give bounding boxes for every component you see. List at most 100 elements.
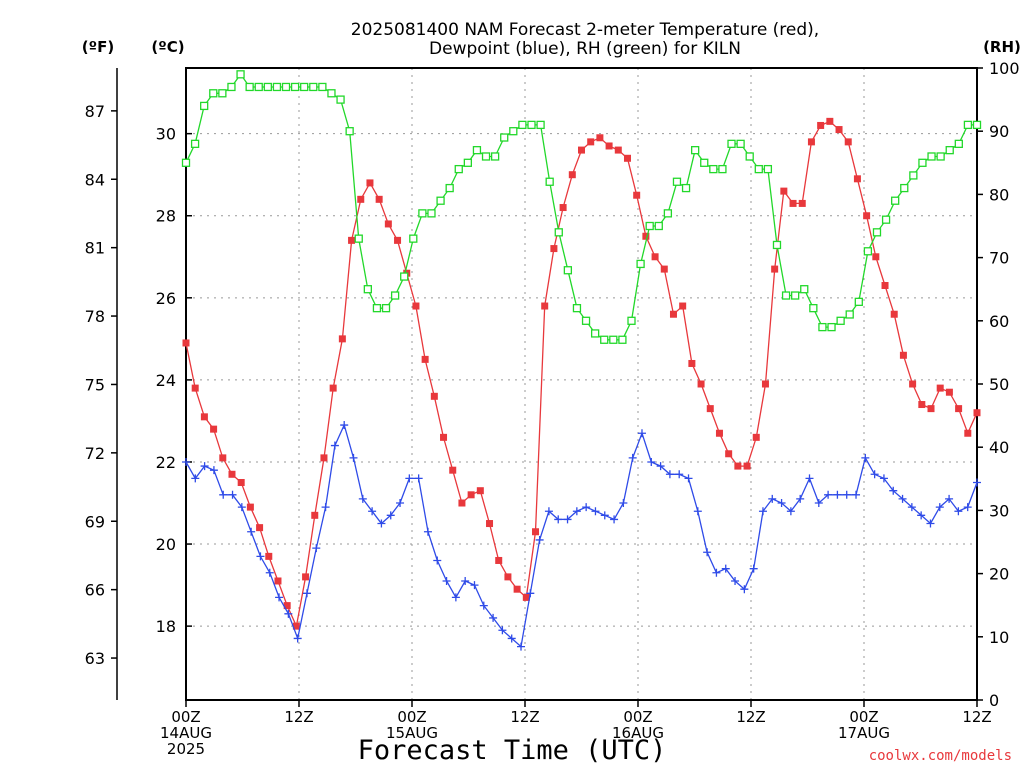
rh-point: [927, 152, 936, 161]
dewpoint-point: [517, 642, 526, 651]
celsius-tick-label: 24: [156, 371, 176, 390]
chart-title-line1: 2025081400 NAM Forecast 2-meter Temperat…: [351, 20, 819, 40]
temperature-point: [246, 503, 254, 511]
rh-point: [554, 228, 563, 237]
rh-point: [363, 285, 372, 294]
dewpoint-point: [237, 503, 246, 512]
temperature-point: [513, 585, 521, 593]
temperature-point: [669, 310, 677, 318]
temperature-point: [688, 359, 696, 367]
rh-point: [590, 329, 600, 338]
dewpoint-point: [628, 453, 637, 462]
dewpoint-point: [656, 462, 665, 471]
dewpoint-point: [405, 474, 414, 483]
rh-point: [309, 82, 318, 92]
rh-point: [600, 335, 609, 344]
rh-point: [891, 196, 900, 205]
dewpoint-point: [758, 507, 767, 516]
rh-point: [454, 164, 463, 174]
dewpoint-point: [889, 486, 898, 495]
rh-point: [800, 285, 809, 294]
temperature-line: [185, 120, 978, 629]
dewpoint-point: [842, 490, 851, 499]
rh-point: [518, 120, 527, 130]
temperature-point: [817, 121, 825, 129]
fahrenheit-tick-label: 69: [85, 512, 105, 531]
dewpoint-point: [917, 511, 926, 520]
dewpoint-point: [433, 556, 442, 565]
dewpoint-point: [768, 494, 777, 503]
dewpoint-point: [544, 507, 553, 516]
temperature-point: [642, 232, 650, 240]
temperature-point: [200, 413, 208, 421]
temperature-point: [320, 454, 328, 462]
dewpoint-point: [777, 499, 786, 508]
dewpoint-point: [507, 634, 516, 643]
temperature-point: [945, 388, 953, 396]
rh-point: [354, 234, 363, 243]
x-tick-label: 00Z: [397, 708, 426, 726]
rh-point: [263, 82, 272, 92]
dewpoint-point: [600, 511, 609, 520]
rh-point: [581, 316, 591, 325]
axes: 18 20 22 24 26 28 30 63 66 69 72 75 78 81 84 87 0 10 20 30 4…: [85, 59, 1020, 758]
dewpoint-point: [963, 503, 972, 512]
temperature-point: [568, 171, 576, 179]
dewpoint-point: [442, 576, 451, 585]
dewpoint-point: [684, 474, 693, 483]
rh-point: [236, 70, 245, 79]
x-tick-label: 00Z: [849, 708, 878, 726]
temperature-point: [890, 310, 898, 318]
unit-label-rh: (RH): [983, 38, 1021, 56]
dewpoint-point: [312, 544, 321, 553]
x-tick-label: 12Z: [736, 708, 765, 726]
rh-point: [545, 177, 554, 186]
dewpoint-point: [749, 564, 758, 573]
celsius-tick-label: 18: [156, 617, 176, 636]
dewpoint-point: [396, 499, 405, 508]
celsius-tick-label: 30: [156, 125, 176, 144]
temperature-point: [734, 462, 742, 470]
fahrenheit-tick-label: 81: [85, 239, 105, 258]
temperature-point: [467, 491, 475, 499]
dewpoint-point: [535, 535, 544, 544]
dewpoint-point: [805, 474, 814, 483]
chart-title-line2: Dewpoint (blue), RH (green) for KILN: [429, 39, 741, 59]
rh-point: [690, 146, 700, 155]
dewpoint-point: [200, 462, 209, 471]
rh-point: [181, 158, 191, 167]
rh-point: [563, 266, 573, 275]
temperature-point: [964, 429, 972, 437]
rh-tick-label: 10: [989, 628, 1009, 647]
temperature-point: [771, 265, 779, 273]
temperature-point: [955, 405, 963, 413]
temperature-point: [486, 520, 494, 528]
dewpoint-point: [498, 626, 507, 635]
dewpoint-line: [185, 423, 978, 648]
temperature-point: [504, 573, 512, 581]
temperature-point: [237, 478, 245, 486]
dewpoint-point: [786, 507, 795, 516]
temperature-point: [559, 204, 567, 212]
rh-point: [509, 127, 518, 136]
rh-point: [918, 158, 927, 167]
temperature-point: [725, 450, 733, 458]
dewpoint-point: [721, 564, 730, 573]
dewpoint-point: [740, 585, 749, 594]
celsius-tick-label: 22: [156, 453, 176, 472]
rh-point: [954, 139, 963, 148]
rh-point: [645, 221, 654, 231]
rh-tick-label: 60: [989, 312, 1009, 331]
rh-point: [827, 322, 836, 332]
temperature-point: [633, 191, 641, 199]
temperature-point: [973, 409, 981, 417]
temperature-point: [706, 405, 714, 413]
rh-point: [863, 247, 873, 256]
rh-point: [845, 310, 854, 319]
dewpoint-point: [945, 494, 954, 503]
fahrenheit-tick-label: 72: [85, 444, 105, 463]
dewpoint-point: [675, 470, 684, 479]
dewpoint-point: [591, 507, 600, 516]
dewpoint-point: [228, 490, 237, 499]
